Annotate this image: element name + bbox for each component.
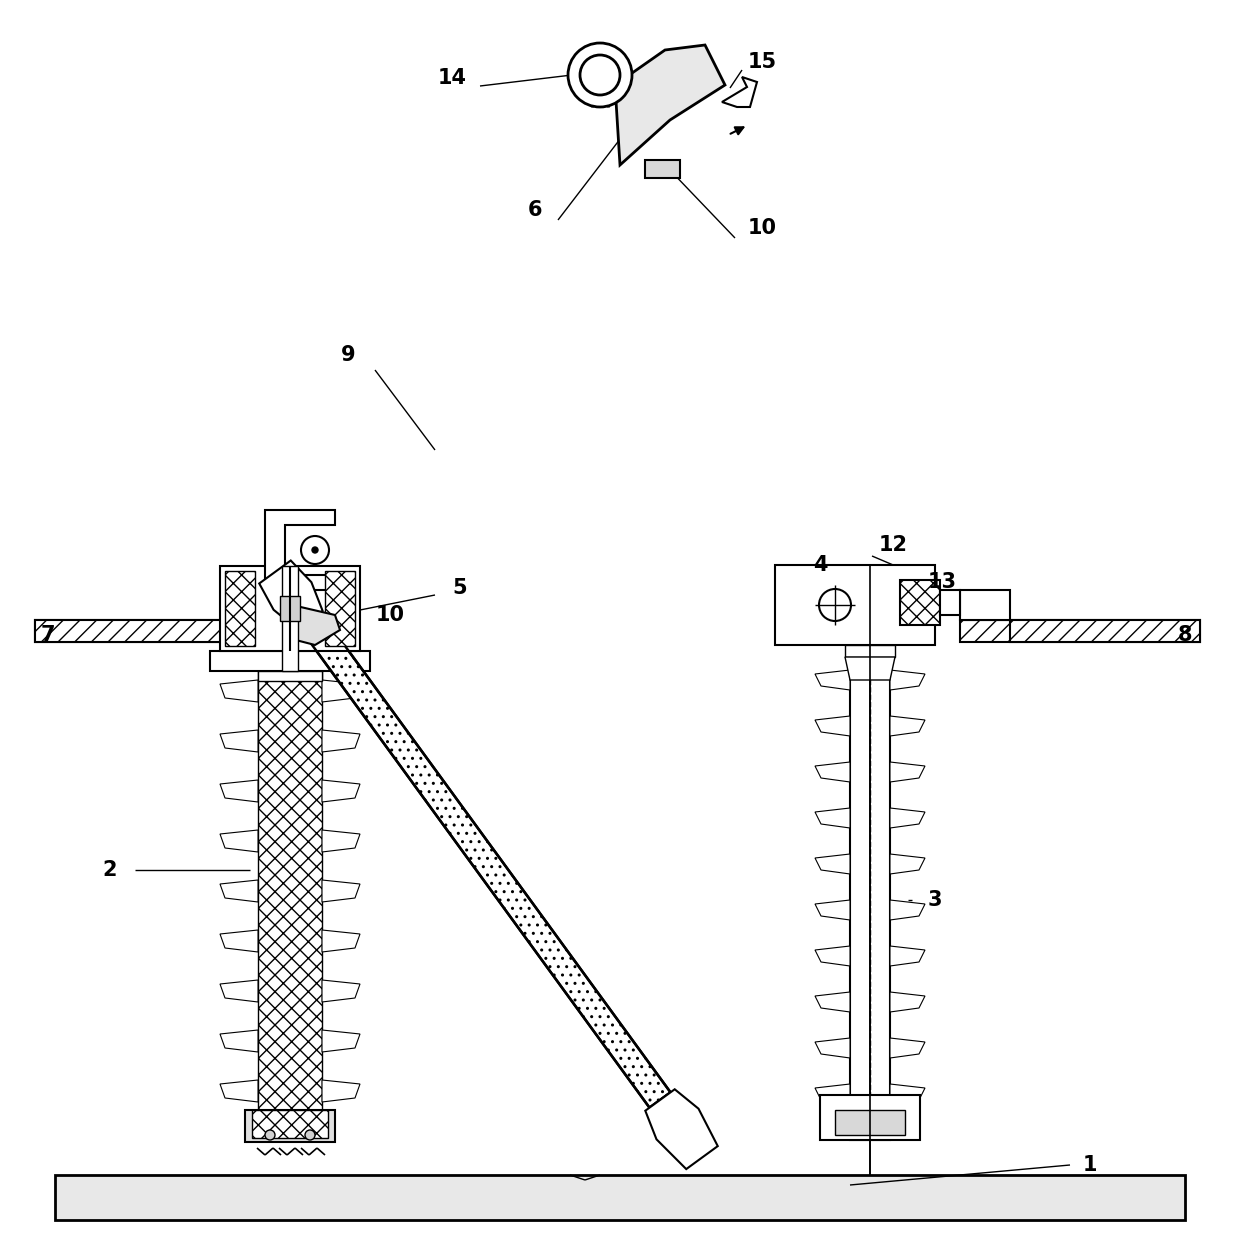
Polygon shape [890,992,925,1012]
Polygon shape [322,980,360,1002]
Text: 2: 2 [103,860,118,880]
Circle shape [580,55,620,95]
Polygon shape [815,855,849,875]
Bar [258,650,322,1140]
Polygon shape [322,781,360,802]
Text: 4: 4 [812,555,827,575]
Polygon shape [815,946,849,966]
Text: 1: 1 [1083,1155,1097,1175]
Text: 10: 10 [748,218,776,238]
Circle shape [301,536,329,564]
Polygon shape [322,930,360,952]
Polygon shape [890,946,925,966]
Polygon shape [288,605,340,645]
Polygon shape [219,1030,258,1053]
Bar [258,672,322,680]
Bar [224,571,255,647]
Bar [210,652,370,672]
Circle shape [265,1130,275,1140]
Bar [820,1095,920,1140]
Polygon shape [322,829,360,852]
Polygon shape [815,992,849,1012]
Polygon shape [322,880,360,902]
Polygon shape [815,715,849,736]
Text: 13: 13 [928,573,956,591]
Polygon shape [890,808,925,828]
Bar [960,620,1200,642]
Bar [645,160,680,178]
Polygon shape [219,1080,258,1101]
Bar [35,620,219,642]
Text: 9: 9 [341,345,356,365]
Bar [246,1110,335,1141]
Circle shape [305,1130,315,1140]
Polygon shape [219,829,258,852]
Bar [960,590,1011,620]
Polygon shape [890,762,925,782]
Polygon shape [890,670,925,690]
Polygon shape [219,980,258,1002]
Polygon shape [322,730,360,752]
Polygon shape [890,715,925,736]
Text: 7: 7 [41,625,56,645]
Polygon shape [322,1080,360,1101]
Text: 15: 15 [748,53,776,71]
Polygon shape [219,781,258,802]
Polygon shape [815,1084,849,1104]
Polygon shape [815,900,849,920]
Polygon shape [615,45,725,165]
Polygon shape [219,880,258,902]
Text: 12: 12 [878,535,908,555]
Bar [835,1110,905,1135]
Polygon shape [815,762,849,782]
Bar [55,1175,1185,1220]
Bar [219,566,360,652]
Polygon shape [259,560,322,629]
Text: 5: 5 [453,578,467,598]
Text: 10: 10 [376,605,404,625]
Bar [325,571,355,647]
Polygon shape [722,76,756,107]
Polygon shape [844,657,895,680]
Bar [280,596,300,621]
Polygon shape [322,680,360,702]
Bar [849,650,890,1140]
Polygon shape [890,855,925,875]
Bar [940,590,960,615]
Circle shape [818,589,851,621]
Polygon shape [300,613,671,1108]
Bar [281,566,298,672]
Text: 3: 3 [928,890,942,910]
Polygon shape [815,1037,849,1058]
Polygon shape [890,1084,925,1104]
Polygon shape [265,510,335,590]
Polygon shape [645,1089,718,1169]
Bar [775,565,935,645]
Polygon shape [219,930,258,952]
Polygon shape [815,670,849,690]
Bar [1011,620,1200,642]
Polygon shape [890,900,925,920]
Polygon shape [219,680,258,702]
Bar [35,620,300,642]
Bar [900,580,940,625]
Polygon shape [815,808,849,828]
Polygon shape [219,730,258,752]
Text: 8: 8 [1178,625,1192,645]
Bar [844,645,895,657]
Polygon shape [890,1037,925,1058]
Circle shape [312,548,317,553]
Text: 6: 6 [528,200,542,221]
Bar [252,1110,329,1138]
Text: 14: 14 [438,68,466,88]
Polygon shape [322,1030,360,1053]
Circle shape [568,43,632,107]
